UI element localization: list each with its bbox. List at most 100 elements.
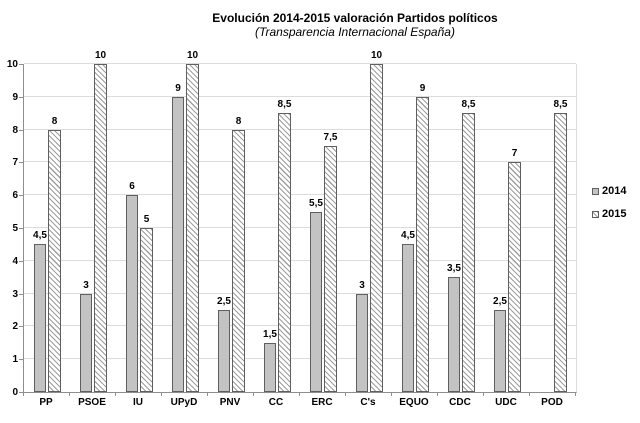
bar-value-label: 10 (94, 50, 107, 61)
bar-value-label: 2,5 (217, 296, 231, 307)
x-tick-mark (483, 393, 484, 396)
bar-2015-UDC (508, 162, 521, 392)
bar-2014-PP (34, 244, 46, 392)
bar-2014-PSOE (80, 293, 92, 392)
y-tick-mark (19, 129, 23, 131)
bar-value-label: 3 (359, 279, 365, 291)
bar-2014-CC (264, 342, 276, 392)
bar-2015-PSOE (94, 64, 107, 392)
bar-2014-PNV (218, 310, 230, 392)
bar-value-label: 7,5 (323, 132, 338, 143)
category-label: CC (268, 397, 284, 408)
bar-2014-CDC (448, 277, 460, 392)
y-tick-mark (19, 64, 23, 65)
y-tick-mark (19, 195, 23, 197)
y-tick-mark (19, 293, 23, 295)
x-tick-mark (69, 393, 70, 396)
category-label: C's (360, 397, 376, 408)
bar-value-label: 3 (83, 279, 89, 291)
bar-2015-IU (140, 228, 153, 392)
bar-value-label: 10 (186, 50, 199, 61)
bar-2015-CC (278, 113, 291, 392)
bar-2015-EQUO (416, 96, 429, 392)
bar-value-label: 4,5 (401, 230, 415, 242)
category-label: UPyD (170, 397, 198, 408)
x-tick-mark (575, 393, 576, 396)
bar-2015-CDC (462, 113, 475, 392)
gridline (24, 161, 576, 163)
bar-2014-UDC (494, 310, 506, 392)
bar-2015-ERC (324, 146, 337, 392)
gridline (24, 95, 576, 97)
legend-2015-swatch-icon (592, 210, 599, 218)
x-tick-mark (529, 393, 530, 396)
category-label: PP (39, 397, 53, 408)
y-tick-label: 3 (12, 288, 18, 300)
bar-value-label: 1,5 (263, 328, 277, 340)
bar-2015-PNV (232, 129, 245, 392)
bar-2015-C's (370, 64, 383, 392)
bar-2014-UPyD (172, 96, 184, 392)
gridline (24, 292, 576, 294)
category-label: PSOE (78, 397, 106, 408)
y-tick-label: 6 (12, 190, 18, 202)
title-block: Evolución 2014-2015 valoración Partidos … (70, 11, 640, 39)
y-tick-label: 5 (12, 223, 18, 234)
bar-value-label: 2,5 (493, 296, 507, 307)
legend-2015-label: 2015 (602, 208, 627, 220)
bar-value-label: 5 (143, 214, 150, 225)
y-tick-mark (19, 326, 23, 328)
bar-value-label: 8 (51, 115, 58, 127)
bar-value-label: 8,5 (461, 99, 476, 111)
bar-value-label: 9 (419, 82, 426, 94)
bar-value-label: 6 (129, 181, 135, 193)
y-tick-mark (19, 392, 23, 393)
x-tick-mark (253, 393, 254, 396)
bar-value-label: 3,5 (447, 263, 461, 275)
category-label: UDC (495, 397, 517, 408)
gridline (24, 194, 576, 196)
gridline (24, 259, 576, 261)
chart-subtitle: (Transparencia Internacional España) (255, 25, 455, 39)
bar-value-label: 4,5 (33, 230, 47, 242)
bar-value-label: 7 (511, 148, 518, 160)
bar-2014-C's (356, 293, 368, 392)
gridline (24, 63, 576, 64)
y-tick-label: 0 (12, 387, 18, 398)
y-tick-mark (19, 96, 23, 98)
bar-2015-UPyD (186, 64, 199, 392)
x-tick-mark (207, 393, 208, 396)
bar-value-label: 10 (370, 50, 383, 61)
legend-item-2015: 2015 (592, 208, 626, 220)
bar-value-label: 8,5 (553, 99, 568, 111)
y-tick-label: 9 (12, 91, 18, 103)
gridline (24, 227, 576, 228)
y-tick-label: 2 (12, 321, 18, 333)
bar-2015-POD (554, 113, 567, 392)
bar-2014-IU (126, 195, 138, 392)
y-tick-mark (19, 260, 23, 262)
x-tick-mark (115, 393, 116, 396)
gridline (24, 128, 576, 130)
bar-value-label: 5,5 (309, 197, 323, 209)
bar-value-label: 8 (235, 115, 242, 127)
category-label: CDC (449, 397, 471, 408)
gridline (24, 325, 576, 327)
x-tick-mark (299, 393, 300, 396)
chart-title: Evolución 2014-2015 valoración Partidos … (212, 11, 498, 25)
category-label: IU (133, 397, 143, 408)
x-tick-mark (437, 393, 438, 396)
gridline (24, 358, 576, 360)
y-tick-mark (19, 162, 23, 164)
category-label: ERC (311, 397, 333, 408)
x-tick-mark (391, 393, 392, 396)
y-tick-label: 4 (12, 255, 18, 267)
y-tick-label: 1 (12, 354, 18, 366)
legend-2014-label: 2014 (602, 185, 627, 197)
x-tick-mark (23, 393, 24, 396)
bar-2014-EQUO (402, 244, 414, 392)
bar-2015-PP (48, 129, 61, 392)
x-tick-mark (161, 393, 162, 396)
y-tick-label: 10 (6, 59, 18, 70)
